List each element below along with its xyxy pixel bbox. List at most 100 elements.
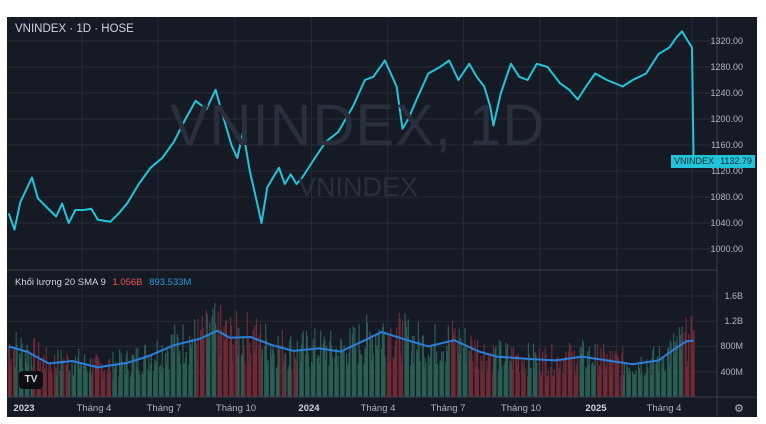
volume-bar bbox=[547, 376, 549, 397]
volume-bar bbox=[61, 363, 63, 397]
volume-bar bbox=[172, 334, 174, 397]
tradingview-logo[interactable]: TV bbox=[19, 371, 43, 389]
volume-bar bbox=[597, 343, 599, 397]
volume-bar bbox=[346, 366, 348, 397]
gear-icon[interactable]: ⚙ bbox=[734, 403, 744, 415]
volume-bar bbox=[542, 351, 544, 397]
volume-bar bbox=[675, 344, 677, 397]
volume-bar bbox=[188, 365, 190, 397]
volume-bar bbox=[541, 376, 543, 397]
volume-bar bbox=[641, 372, 643, 397]
volume-bar bbox=[220, 329, 223, 397]
volume-bar bbox=[495, 346, 497, 397]
volume-bar bbox=[678, 327, 681, 397]
volume-bar bbox=[632, 371, 634, 397]
volume-bar bbox=[428, 366, 430, 397]
volume-bar bbox=[621, 353, 623, 397]
volume-bar bbox=[503, 364, 505, 397]
volume-bar bbox=[656, 360, 658, 397]
time-tick: Tháng 4 bbox=[646, 403, 682, 414]
volume-bar bbox=[360, 354, 362, 397]
volume-bar bbox=[412, 363, 414, 397]
volume-bar bbox=[310, 361, 313, 397]
volume-bar bbox=[559, 360, 561, 397]
volume-bar bbox=[159, 364, 162, 397]
volume-bar bbox=[324, 340, 326, 397]
volume-bar bbox=[38, 342, 40, 397]
volume-bar bbox=[336, 366, 338, 397]
volume-bar bbox=[211, 316, 213, 397]
volume-bar bbox=[411, 335, 414, 397]
price-tick: 1000.00 bbox=[710, 244, 743, 254]
volume-bar bbox=[33, 338, 36, 397]
volume-bar bbox=[13, 350, 15, 397]
volume-bar bbox=[170, 334, 172, 397]
volume-bar bbox=[582, 339, 584, 397]
volume-bar bbox=[376, 345, 378, 397]
volume-bar bbox=[275, 367, 278, 397]
volume-bar bbox=[684, 331, 686, 397]
volume-bar bbox=[569, 365, 571, 397]
volume-bar bbox=[101, 365, 103, 397]
volume-bar bbox=[189, 336, 191, 397]
volume-bar bbox=[97, 357, 99, 397]
volume-bar bbox=[591, 363, 593, 397]
volume-bar bbox=[96, 355, 98, 397]
volume-bar bbox=[599, 365, 601, 397]
last-price-symbol-tag: VNINDEX bbox=[671, 155, 718, 168]
volume-bar bbox=[552, 376, 554, 397]
volume-bar bbox=[487, 354, 489, 397]
volume-bar bbox=[16, 344, 18, 397]
volume-bar bbox=[72, 374, 74, 397]
volume-bar bbox=[517, 353, 520, 397]
volume-bar bbox=[567, 351, 570, 397]
volume-bar bbox=[358, 324, 360, 397]
volume-bar bbox=[224, 340, 226, 397]
volume-bar bbox=[365, 347, 367, 397]
volume-bar bbox=[623, 363, 625, 397]
volume-bar bbox=[231, 361, 233, 397]
volume-bar bbox=[440, 360, 442, 397]
volume-bar bbox=[661, 356, 663, 397]
volume-bar bbox=[214, 323, 217, 397]
volume-bar bbox=[138, 370, 140, 397]
price-tick: 1040.00 bbox=[710, 218, 743, 228]
volume-bar bbox=[89, 358, 92, 397]
volume-bar bbox=[597, 376, 600, 397]
chart-canvas[interactable] bbox=[7, 17, 757, 417]
volume-bar bbox=[464, 328, 466, 397]
volume-bar bbox=[448, 343, 450, 397]
volume-bar bbox=[329, 341, 331, 397]
volume-bar bbox=[527, 342, 530, 397]
volume-bar bbox=[95, 354, 97, 397]
volume-bar bbox=[527, 375, 529, 397]
volume-bar bbox=[587, 351, 589, 397]
volume-bar bbox=[283, 352, 285, 397]
volume-bar bbox=[139, 374, 141, 397]
volume-bar bbox=[515, 355, 517, 397]
volume-bar bbox=[277, 335, 279, 397]
volume-bar bbox=[372, 354, 374, 397]
volume-bar bbox=[254, 326, 256, 397]
volume-bar bbox=[119, 365, 122, 397]
volume-bar bbox=[43, 368, 46, 397]
volume-bar bbox=[300, 344, 303, 397]
volume-bar bbox=[247, 336, 249, 397]
volume-bar bbox=[57, 349, 59, 397]
volume-bar bbox=[141, 372, 143, 397]
volume-bar bbox=[149, 372, 151, 397]
volume-bar bbox=[162, 367, 164, 397]
volume-bar bbox=[620, 376, 622, 397]
last-price-value-tag: 1132.79 bbox=[717, 155, 755, 168]
volume-bar bbox=[214, 303, 216, 397]
volume-bar bbox=[551, 343, 553, 397]
volume-bar bbox=[197, 318, 199, 397]
volume-bar bbox=[261, 349, 263, 397]
volume-bar bbox=[533, 368, 535, 397]
volume-bar bbox=[312, 339, 314, 397]
volume-bar bbox=[573, 350, 575, 397]
volume-bar bbox=[199, 330, 202, 397]
volume-bar bbox=[208, 334, 210, 397]
volume-bar bbox=[79, 364, 82, 397]
volume-bar bbox=[294, 359, 296, 397]
